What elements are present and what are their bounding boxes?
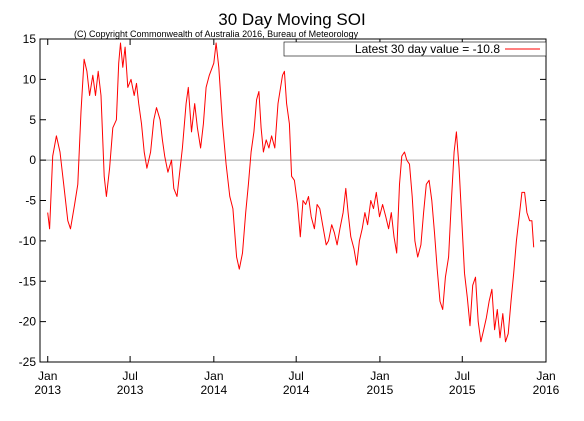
legend: Latest 30 day value = -10.8 <box>283 41 547 57</box>
y-tick-label: 15 <box>23 32 37 46</box>
x-tick-label-month: Jan <box>204 369 223 383</box>
x-tick-label-month: Jan <box>370 369 389 383</box>
y-tick-label: 10 <box>23 72 37 86</box>
x-tick-label-year: 2016 <box>533 383 560 397</box>
y-tick-label: -20 <box>19 315 37 329</box>
chart-title: 30 Day Moving SOI <box>218 10 365 29</box>
legend-box <box>283 41 547 57</box>
x-axis: Jan2013Jul2013Jan2014Jul2014Jan2015Jul20… <box>34 39 560 397</box>
legend-label: Latest 30 day value = -10.8 <box>355 42 500 56</box>
x-tick-label-month: Jan <box>536 369 555 383</box>
x-tick-label-year: 2013 <box>117 383 144 397</box>
x-tick-label-month: Jul <box>289 369 304 383</box>
x-tick-label-year: 2014 <box>200 383 227 397</box>
x-tick-label-year: 2014 <box>283 383 310 397</box>
y-tick-label: -5 <box>25 194 36 208</box>
y-tick-label: 0 <box>29 153 36 167</box>
x-tick-label-month: Jan <box>38 369 57 383</box>
x-tick-label-year: 2015 <box>367 383 394 397</box>
y-axis: -25 -20 -15 -10 -5 0 5 10 15 <box>19 32 546 369</box>
chart-copyright: (C) Copyright Commonwealth of Australia … <box>74 29 359 39</box>
x-tick-label-month: Jul <box>122 369 137 383</box>
x-tick-label-month: Jul <box>455 369 470 383</box>
series-layer <box>47 42 535 343</box>
y-tick-label: 5 <box>29 113 36 127</box>
y-tick-label: -10 <box>19 234 37 248</box>
soi-series-line <box>47 42 535 343</box>
y-tick-label: -25 <box>19 355 37 369</box>
plot-frame <box>39 38 547 363</box>
y-tick-label: -15 <box>19 274 37 288</box>
x-tick-label-year: 2015 <box>449 383 476 397</box>
x-tick-label-year: 2013 <box>34 383 61 397</box>
